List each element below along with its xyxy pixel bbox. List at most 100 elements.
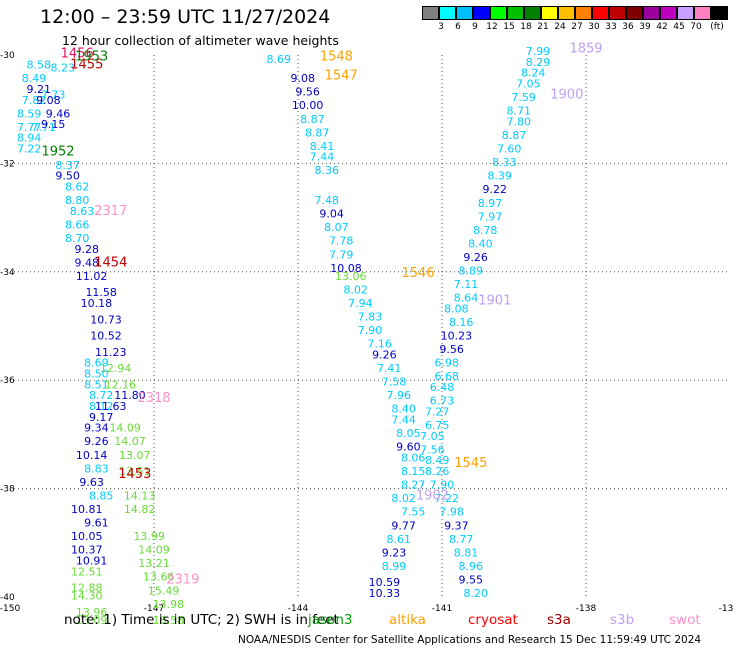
wave-height-value: 6.98 [435, 357, 460, 370]
wave-height-value: 11.80 [114, 389, 146, 402]
colorbar-swatch [575, 6, 592, 20]
wave-height-value: 8.99 [382, 560, 407, 573]
wave-height-value: 8.49 [425, 454, 450, 467]
satellite-label-jason3: jason3 [308, 612, 353, 628]
wave-height-value: 8.96 [459, 560, 484, 573]
wave-height-value: 8.72 [89, 389, 114, 402]
wave-height-value: 8.12 [89, 400, 114, 413]
wave-height-value: 8.77 [449, 533, 474, 546]
wave-height-value: 7.27 [425, 405, 450, 418]
colorbar-swatch [677, 6, 694, 20]
wave-height-value: 8.97 [478, 197, 503, 210]
footer-note: note: 1) Time is in UTC; 2) SWH is in fe… [64, 612, 339, 628]
colorbar-swatch [507, 6, 524, 20]
pass-time-label: 1454 [94, 255, 127, 270]
wave-height-value: 9.23 [382, 546, 407, 559]
colorbar-label: 33 [605, 22, 617, 32]
wave-height-value: 7.44 [310, 151, 335, 164]
wave-height-value: 8.36 [315, 164, 340, 177]
colorbar-swatch [456, 6, 473, 20]
wave-height-value: 8.69 [84, 357, 109, 370]
colorbar-swatch [473, 6, 490, 20]
wave-height-value: 13.66 [143, 571, 175, 584]
colorbar-swatch [609, 6, 626, 20]
wave-height-value: 7.96 [387, 389, 412, 402]
wave-height-value: 8.27 [401, 479, 426, 492]
wave-height-value: 7.05 [420, 430, 445, 443]
wave-height-value: 11.02 [76, 270, 108, 283]
wave-height-value: 8.62 [65, 181, 90, 194]
colorbar-swatch [558, 6, 575, 20]
y-tick-label: -38 [0, 485, 15, 495]
wave-height-value: 9.28 [75, 243, 100, 256]
wave-height-value: 9.08 [36, 94, 61, 107]
colorbar-unit: (ft) [710, 22, 724, 32]
wave-height-value: 10.14 [76, 449, 108, 462]
wave-height-value: 8.87 [305, 126, 330, 139]
wave-height-value: 6.75 [425, 419, 450, 432]
wave-height-value: 9.34 [84, 422, 109, 435]
wave-height-value: 10.52 [90, 330, 122, 343]
wave-height-value: 9.77 [391, 519, 416, 532]
wave-height-value: 9.55 [459, 573, 484, 586]
page-subtitle: 12 hour collection of altimeter wave hei… [62, 33, 339, 48]
wave-height-value: 7.44 [391, 414, 416, 427]
wave-height-value: 8.08 [444, 302, 469, 315]
colorbar-label: 6 [455, 22, 461, 32]
wave-height-value: 9.04 [319, 208, 344, 221]
colorbar-label: 24 [554, 22, 566, 32]
wave-height-value: 7.90 [430, 479, 455, 492]
wave-height-value: 11.23 [95, 346, 127, 359]
pass-time-label: 1859 [569, 41, 602, 56]
wave-height-value: 10.33 [369, 587, 401, 600]
wave-height-value: 12.16 [105, 378, 137, 391]
wave-height-value: 8.58 [27, 59, 52, 72]
wave-height-value: 13.21 [138, 557, 170, 570]
wave-height-value: 10.08 [330, 262, 362, 275]
wave-height-value: 14.07 [114, 435, 146, 448]
wave-height-value: 10.59 [369, 576, 401, 589]
wave-height-value: 7.97 [478, 210, 503, 223]
pass-time-label: 1548 [320, 49, 353, 64]
wave-height-value: 10.23 [441, 330, 473, 343]
pass-time-label: 2317 [94, 204, 127, 219]
wave-height-value: 13.99 [133, 530, 165, 543]
wave-height-value: 8.78 [473, 224, 498, 237]
wave-height-value: 8.07 [324, 221, 349, 234]
wave-height-value: 8.29 [526, 56, 551, 69]
wave-height-value: 7.16 [367, 338, 392, 351]
wave-height-value: 7.71 [31, 121, 56, 134]
y-tick-label: -40 [0, 593, 15, 603]
colorbar-swatch [524, 6, 541, 20]
wave-height-value: 8.83 [84, 462, 109, 475]
wave-height-value: 7.41 [377, 362, 402, 375]
wave-height-value: 12.88 [71, 582, 103, 595]
wave-height-value: 14.09 [138, 544, 170, 557]
colorbar-swatch [643, 6, 660, 20]
colorbar-swatch [541, 6, 558, 20]
wave-height-value: 10.05 [71, 530, 103, 543]
wave-height-value: 7.79 [329, 248, 354, 261]
wave-height-value: 8.02 [391, 492, 416, 505]
x-tick-label: -13 [719, 604, 734, 614]
wave-height-value: 13.98 [153, 598, 185, 611]
pass-time-label: 1453 [118, 467, 151, 482]
wave-height-value: 9.48 [75, 256, 100, 269]
wave-height-value: 14.30 [71, 590, 103, 603]
wave-height-value: 9.26 [84, 435, 109, 448]
colorbar-swatch [490, 6, 507, 20]
wave-height-value: 8.37 [55, 159, 80, 172]
wave-height-value: 8.69 [267, 53, 292, 66]
wave-height-value: 8.49 [22, 72, 47, 85]
wave-height-value: 7.83 [358, 311, 383, 324]
y-tick-label: -30 [0, 51, 15, 61]
wave-height-value: 9.56 [439, 343, 464, 356]
wave-height-value: 7.59 [511, 91, 536, 104]
pass-time-label: 1900 [550, 87, 583, 102]
wave-height-value: 18.58 [153, 614, 185, 627]
wave-height-value: 10.37 [71, 544, 103, 557]
x-tick-label: -150 [0, 604, 20, 614]
colorbar-label: 15 [503, 22, 515, 32]
wave-height-value: 11.63 [95, 400, 127, 413]
